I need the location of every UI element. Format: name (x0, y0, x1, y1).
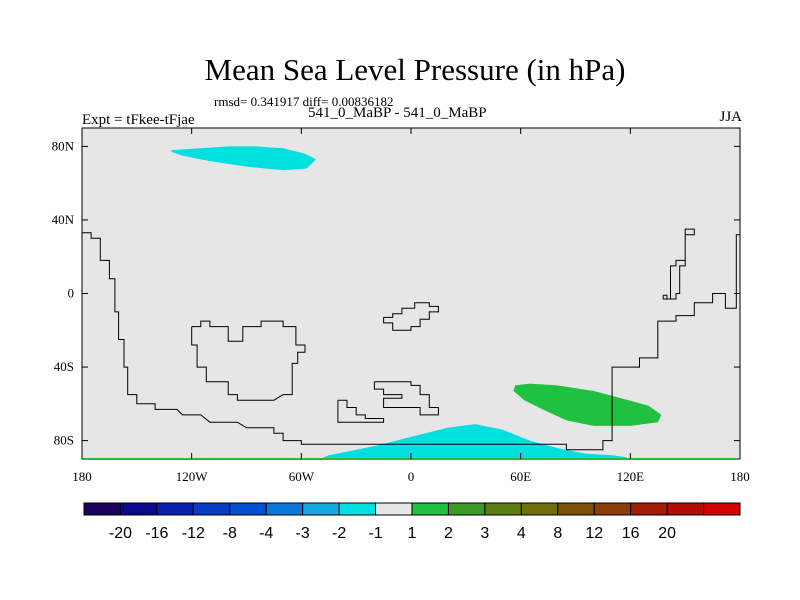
x-tick-label: 120E (617, 469, 645, 484)
colorbar-label: -20 (109, 525, 132, 542)
experiment-pair-label: 541_0_MaBP - 541_0_MaBP (308, 105, 487, 121)
colorbar-box (630, 502, 668, 516)
colorbar-box (520, 502, 559, 516)
x-tick-label: 60W (289, 469, 315, 484)
colorbar-box (484, 502, 522, 516)
colorbar: -20 -16 -12 -8 -4 -3 -2 -1 1 2 3 4 8 12 16 20 (83, 502, 741, 542)
colorbar-label: 4 (517, 525, 526, 542)
coastline-5 (662, 228, 695, 300)
y-tick-label: 80S (54, 433, 74, 448)
stats-label: rmsd= 0.341917 diff= 0.00836182 (214, 94, 394, 109)
colorbar-label: -12 (182, 525, 205, 542)
colorbar-box (375, 502, 413, 516)
shaded-region-1 (319, 424, 627, 459)
colorbar-label: -3 (296, 525, 310, 542)
shaded-regions (171, 146, 662, 459)
colorbar-label: 1 (408, 525, 417, 542)
shaded-region-2 (513, 383, 662, 426)
x-tick-label: 0 (408, 469, 415, 484)
colorbar-box (265, 502, 304, 516)
axes: 180 120W 60W 0 60E 120E 180 80N 40N 0 40S 80S (52, 128, 750, 484)
colorbar-label: 3 (480, 525, 489, 542)
coastline-3 (337, 399, 385, 423)
experiment-label: Expt = tFkee-tFjae (82, 112, 195, 128)
y-tick-label: 40S (54, 359, 74, 374)
colorbar-label: 12 (585, 525, 603, 542)
colorbar-box (83, 502, 121, 516)
colorbar-label: -8 (223, 525, 237, 542)
shaded-region-0 (171, 146, 316, 171)
colorbar-label: 16 (622, 525, 640, 542)
colorbar-box (192, 502, 231, 516)
colorbar-box (447, 502, 486, 516)
coastlines (82, 228, 740, 451)
colorbar-box (338, 502, 377, 516)
colorbar-box (666, 502, 705, 516)
y-tick-label: 40N (52, 212, 75, 227)
x-tick-label: 120W (176, 469, 209, 484)
colorbar-box (593, 502, 632, 516)
coastline-2 (383, 302, 439, 331)
colorbar-box (411, 502, 449, 516)
y-tick-label: 0 (68, 286, 75, 301)
colorbar-label: 8 (553, 525, 562, 542)
colorbar-box (119, 502, 158, 516)
colorbar-label: -16 (145, 525, 168, 542)
colorbar-box (557, 502, 595, 516)
colorbar-box (156, 502, 194, 516)
x-tick-label: 180 (72, 469, 92, 484)
colorbar-box (302, 502, 340, 516)
colorbar-box (703, 502, 741, 516)
chart-title: Mean Sea Level Pressure (in hPa) (204, 52, 626, 87)
y-tick-label: 80N (52, 138, 75, 153)
coastline-4 (373, 381, 439, 416)
colorbar-label: -1 (368, 525, 382, 542)
season-label: JJA (719, 109, 742, 125)
coastline-0 (82, 232, 740, 451)
colorbar-label: -2 (332, 525, 346, 542)
colorbar-label: 2 (444, 525, 453, 542)
colorbar-label: -4 (259, 525, 273, 542)
colorbar-label: 20 (658, 525, 676, 542)
colorbar-box (229, 502, 267, 516)
x-tick-label: 180 (730, 469, 750, 484)
coastline-1 (191, 320, 306, 401)
x-tick-label: 60E (510, 469, 531, 484)
